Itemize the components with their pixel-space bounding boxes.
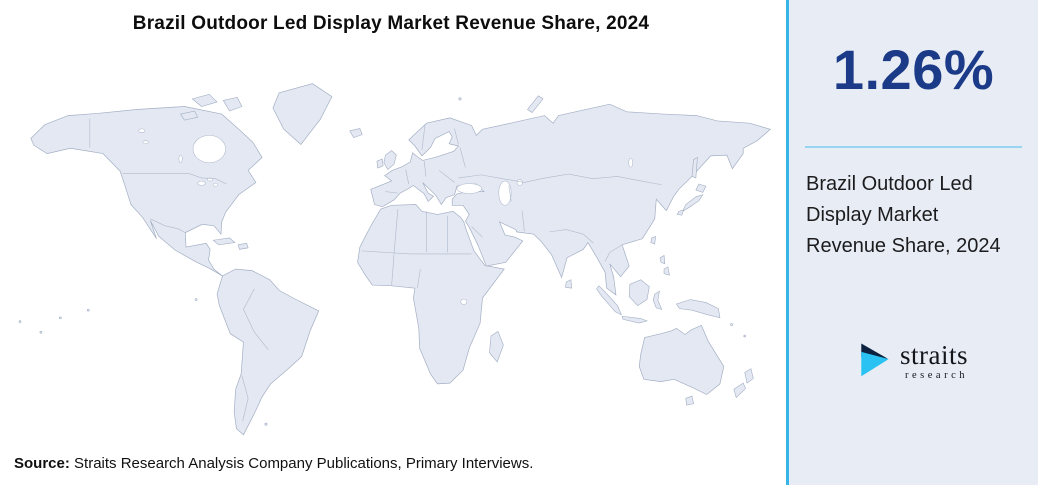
logo-wordmark: straits bbox=[900, 339, 968, 370]
stat-description-line: Display Market bbox=[806, 204, 939, 226]
world-map-image bbox=[18, 83, 772, 436]
source-text: Straits Research Analysis Company Public… bbox=[69, 455, 534, 472]
chart-title: Brazil Outdoor Led Display Market Revenu… bbox=[132, 13, 650, 34]
logo-tagline: research bbox=[905, 369, 968, 381]
panel-divider bbox=[805, 146, 1022, 148]
source-note: Source: Straits Research Analysis Compan… bbox=[14, 455, 533, 472]
stat-description-line: Revenue Share, 2024 bbox=[806, 235, 1001, 257]
panel-accent-bar bbox=[786, 0, 789, 485]
source-label: Source: bbox=[14, 455, 70, 472]
map-section: Brazil Outdoor Led Display Market Revenu… bbox=[14, 13, 772, 472]
stat-description-line: Brazil Outdoor Led bbox=[806, 173, 973, 195]
stat-description: Brazil Outdoor Led Display Market Revenu… bbox=[806, 169, 1038, 262]
stat-value: 1.26% bbox=[832, 38, 995, 101]
logo-text: straits research bbox=[900, 339, 968, 381]
logo-arrow-icon bbox=[861, 343, 889, 377]
straits-research-logo: straits research bbox=[859, 341, 968, 381]
stat-panel: 1.26% Brazil Outdoor Led Display Market … bbox=[789, 0, 1038, 485]
